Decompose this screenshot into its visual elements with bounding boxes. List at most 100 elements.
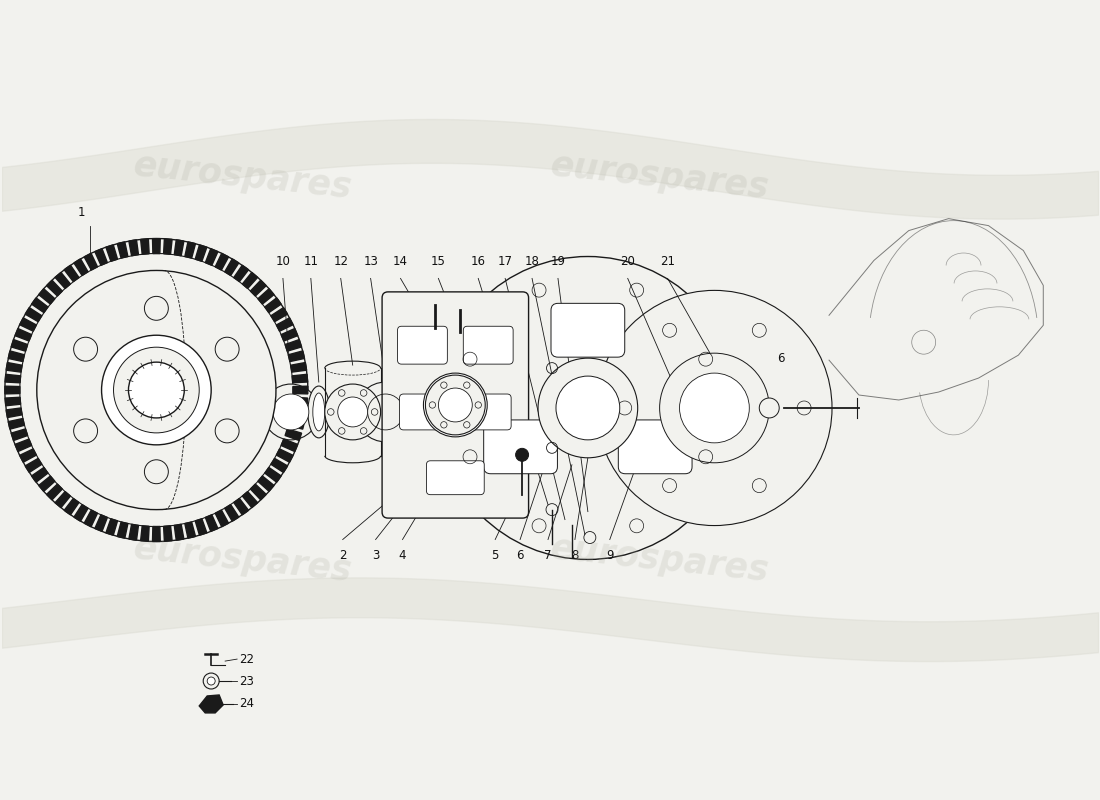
Polygon shape	[195, 518, 207, 535]
Circle shape	[207, 677, 216, 685]
Circle shape	[101, 335, 211, 445]
Text: 12: 12	[333, 255, 349, 269]
FancyBboxPatch shape	[484, 420, 558, 474]
Polygon shape	[216, 510, 229, 526]
Circle shape	[144, 296, 168, 320]
Polygon shape	[15, 329, 32, 341]
Text: 1: 1	[78, 206, 86, 218]
Circle shape	[426, 375, 485, 435]
Text: 20: 20	[620, 255, 635, 269]
Polygon shape	[141, 526, 150, 542]
Polygon shape	[185, 242, 196, 258]
Polygon shape	[20, 449, 36, 462]
Polygon shape	[39, 289, 55, 304]
Polygon shape	[285, 339, 301, 351]
Polygon shape	[282, 439, 298, 451]
Polygon shape	[6, 374, 21, 383]
Polygon shape	[293, 386, 308, 394]
Text: 5: 5	[492, 550, 499, 562]
Polygon shape	[74, 259, 88, 275]
Polygon shape	[206, 249, 218, 266]
Text: 23: 23	[239, 674, 254, 687]
Polygon shape	[129, 240, 139, 256]
Polygon shape	[242, 272, 257, 289]
Text: 6: 6	[516, 550, 524, 562]
Polygon shape	[290, 362, 307, 372]
Text: 4: 4	[399, 550, 406, 562]
Circle shape	[216, 338, 239, 361]
Text: 11: 11	[304, 255, 318, 269]
Polygon shape	[288, 351, 305, 362]
Circle shape	[144, 460, 168, 484]
Polygon shape	[20, 318, 36, 331]
Polygon shape	[85, 510, 98, 526]
Text: 6: 6	[778, 352, 785, 365]
Circle shape	[263, 384, 319, 440]
Polygon shape	[153, 238, 161, 254]
Polygon shape	[271, 458, 287, 473]
FancyBboxPatch shape	[399, 394, 446, 430]
Polygon shape	[32, 298, 48, 313]
Polygon shape	[25, 458, 42, 473]
Polygon shape	[118, 242, 128, 258]
Polygon shape	[55, 272, 70, 289]
Circle shape	[216, 419, 239, 443]
Polygon shape	[129, 524, 139, 540]
Circle shape	[113, 347, 199, 433]
FancyBboxPatch shape	[618, 420, 692, 474]
Text: 21: 21	[660, 255, 675, 269]
Polygon shape	[106, 518, 118, 535]
Polygon shape	[55, 491, 70, 508]
FancyBboxPatch shape	[427, 461, 484, 494]
Polygon shape	[271, 308, 287, 322]
Polygon shape	[242, 491, 257, 508]
Text: eurospares: eurospares	[549, 148, 771, 205]
Ellipse shape	[312, 393, 324, 431]
Polygon shape	[276, 449, 293, 462]
Polygon shape	[285, 429, 301, 441]
Polygon shape	[224, 259, 239, 275]
Polygon shape	[153, 526, 161, 542]
Polygon shape	[11, 339, 28, 351]
Polygon shape	[234, 266, 249, 282]
Polygon shape	[290, 408, 307, 418]
Polygon shape	[8, 351, 24, 362]
Circle shape	[680, 373, 749, 443]
Circle shape	[4, 238, 308, 542]
Polygon shape	[118, 522, 128, 538]
Circle shape	[516, 448, 529, 462]
Polygon shape	[164, 238, 172, 254]
Circle shape	[556, 376, 619, 440]
Polygon shape	[64, 498, 79, 515]
FancyBboxPatch shape	[382, 292, 529, 518]
Circle shape	[439, 388, 472, 422]
Polygon shape	[185, 522, 196, 538]
Text: 18: 18	[525, 255, 539, 269]
Polygon shape	[282, 329, 298, 341]
Polygon shape	[7, 362, 22, 372]
FancyBboxPatch shape	[551, 303, 625, 357]
Ellipse shape	[308, 386, 330, 438]
Polygon shape	[25, 308, 42, 322]
Polygon shape	[85, 254, 98, 270]
Text: 10: 10	[275, 255, 290, 269]
Text: 14: 14	[393, 255, 408, 269]
FancyBboxPatch shape	[463, 326, 513, 364]
Polygon shape	[216, 254, 229, 270]
Polygon shape	[257, 289, 274, 304]
Circle shape	[204, 673, 219, 689]
Circle shape	[437, 257, 739, 559]
FancyBboxPatch shape	[397, 326, 448, 364]
Text: 17: 17	[497, 255, 513, 269]
Polygon shape	[174, 240, 184, 256]
Circle shape	[36, 270, 276, 510]
Polygon shape	[293, 374, 308, 383]
Polygon shape	[174, 524, 184, 540]
Text: 24: 24	[239, 698, 254, 710]
Polygon shape	[11, 429, 28, 441]
Polygon shape	[95, 249, 108, 266]
Text: 8: 8	[571, 550, 579, 562]
Circle shape	[538, 358, 638, 458]
Polygon shape	[195, 245, 207, 262]
Text: eurospares: eurospares	[132, 148, 354, 205]
